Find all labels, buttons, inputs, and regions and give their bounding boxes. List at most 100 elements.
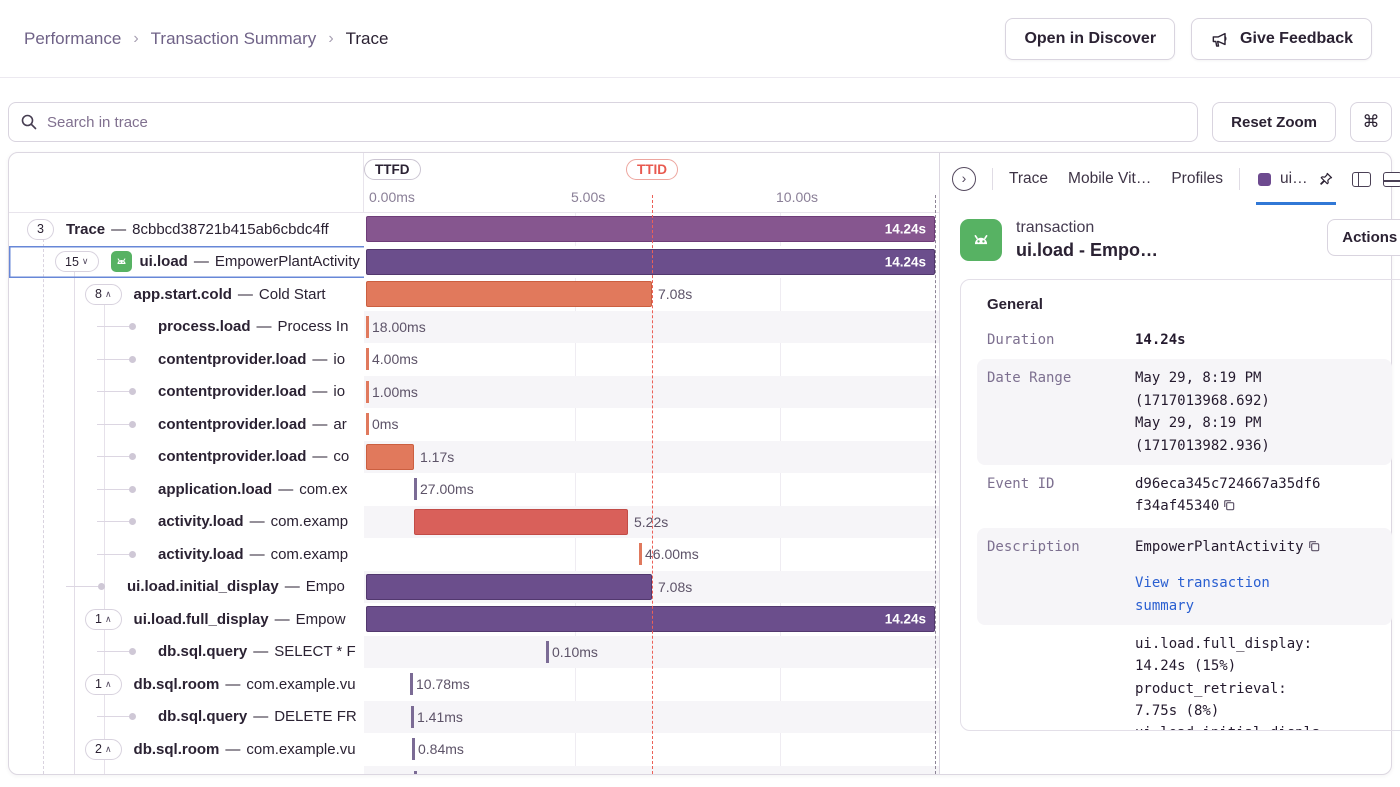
trace-row-name: 15 ∨ ui.load — EmpowerPlantActivity	[9, 246, 364, 279]
span-count-badge[interactable]: 8 ∧	[85, 283, 122, 305]
span-tick[interactable]	[639, 543, 642, 565]
span-tick[interactable]	[414, 770, 417, 774]
tab-mobile-vit[interactable]: Mobile Vit…	[1068, 170, 1152, 187]
copy-icon[interactable]	[1307, 538, 1321, 560]
tree-leaf-dot	[129, 420, 136, 428]
copy-icon[interactable]	[1222, 497, 1236, 519]
trace-row[interactable]: 1 ∧ ui.load.full_display — Empow 14.24s	[9, 603, 939, 636]
separator: —	[237, 285, 253, 303]
trace-row-waterfall: 18.00ms	[364, 310, 939, 343]
separator: —	[312, 383, 328, 401]
trace-row[interactable]: process.load — Process In 18.00ms	[9, 310, 939, 344]
trace-row[interactable]: db.sql.query — INSERT OR 0.7	[9, 765, 939, 774]
span-description: Cold Start	[258, 285, 326, 303]
span-description: com.ex	[299, 480, 348, 498]
megaphone-icon	[1210, 29, 1230, 49]
span-tick[interactable]	[366, 380, 369, 403]
trace-row-waterfall: 1.17s	[364, 440, 939, 473]
axis-header: TTID TTFD 0.00ms 5.00s 10.00s	[9, 153, 939, 213]
trace-row[interactable]: contentprovider.load — ar 0ms	[9, 408, 939, 441]
tab-trace[interactable]: Trace	[1009, 170, 1049, 187]
search-input[interactable]	[8, 102, 1199, 142]
trace-row[interactable]: application.load — com.ex 27.00ms	[9, 473, 939, 506]
trace-row[interactable]: contentprovider.load — io 4.00ms	[9, 343, 939, 376]
actions-button[interactable]: Actions ∨	[1327, 219, 1400, 256]
tree-connector	[97, 391, 129, 393]
pin-icon[interactable]	[1317, 171, 1334, 188]
separator: —	[253, 708, 269, 726]
span-bar[interactable]	[366, 443, 414, 470]
span-bar[interactable]: 14.24s	[366, 606, 935, 632]
span-tick[interactable]	[366, 413, 369, 435]
view-transaction-summary-link[interactable]: View transaction summary	[1135, 575, 1270, 614]
trace-row[interactable]: 8 ∧ app.start.cold — Cold Start 7.08s	[9, 278, 939, 311]
tree-connector	[97, 651, 129, 653]
trace-row[interactable]: db.sql.query — SELECT * F 0.10ms	[9, 635, 939, 668]
chevron-right-icon: ›	[328, 29, 334, 47]
span-count-badge[interactable]: 1 ∧	[85, 673, 122, 695]
span-description: EmpowerPlantActivity	[214, 253, 360, 271]
span-bar[interactable]	[366, 573, 652, 600]
trace-row-waterfall: 1.41ms	[364, 700, 939, 733]
span-bar[interactable]	[366, 281, 652, 307]
give-feedback-button[interactable]: Give Feedback	[1191, 17, 1372, 60]
trace-row-name: ui.load.initial_display — Empo	[9, 571, 364, 604]
span-duration: 14.24s	[884, 221, 926, 237]
field-label: Description	[987, 538, 1080, 555]
trace-row-waterfall: 10.78ms	[364, 668, 939, 701]
span-tick[interactable]	[414, 478, 417, 500]
trace-row[interactable]: contentprovider.load — co 1.17s	[9, 440, 939, 473]
breadcrumb-transaction-summary[interactable]: Transaction Summary	[150, 28, 317, 48]
trace-row[interactable]: ui.load.initial_display — Empo 7.08s	[9, 570, 939, 604]
active-tab-label: ui…	[1280, 170, 1308, 187]
trace-row[interactable]: db.sql.query — DELETE FR 1.41ms	[9, 700, 939, 733]
open-in-discover-label: Open in Discover	[1024, 29, 1157, 47]
breadcrumb-performance[interactable]: Performance	[24, 28, 122, 48]
trace-row[interactable]: 1 ∧ db.sql.room — com.example.vu 10.78ms	[9, 668, 939, 701]
general-row-ops-breakdown: Ops Breakdown?ui.load.full_display: 14.2…	[977, 625, 1392, 730]
command-shortcut-button[interactable]: ⌘	[1350, 102, 1392, 142]
span-duration: 0.84ms	[418, 741, 464, 758]
span-tick[interactable]	[546, 640, 549, 663]
span-description: INSERT OR	[274, 773, 355, 774]
layout-icons	[1351, 171, 1400, 187]
span-tick[interactable]	[366, 348, 369, 370]
reset-zoom-button[interactable]: Reset Zoom	[1212, 102, 1336, 142]
tab-profiles[interactable]: Profiles	[1171, 170, 1224, 187]
span-bar[interactable]: 14.24s	[366, 248, 935, 275]
trace-row-name: db.sql.query — INSERT OR	[9, 766, 364, 774]
span-count-badge[interactable]: 2 ∧	[85, 738, 122, 760]
trace-row-name: application.load — com.ex	[9, 473, 364, 506]
span-count-badge[interactable]: 3	[27, 218, 54, 240]
trace-row[interactable]: activity.load — com.examp 46.00ms	[9, 538, 939, 571]
span-tick[interactable]	[411, 705, 414, 728]
trace-row-name: process.load — Process In	[9, 311, 364, 344]
span-tick[interactable]	[410, 673, 413, 695]
layout-sidebar-left-icon[interactable]	[1351, 171, 1371, 187]
span-count-badge[interactable]: 15 ∨	[55, 251, 99, 273]
trace-row[interactable]: 2 ∧ db.sql.room — com.example.vu 0.84ms	[9, 733, 939, 766]
span-count-badge[interactable]: 1 ∧	[85, 608, 122, 630]
trace-row[interactable]: 3 Trace — 8cbbcd38721b415ab6cbdc4ff 14.24s	[9, 213, 939, 246]
trace-row[interactable]: contentprovider.load — io 1.00ms	[9, 375, 939, 408]
layout-drawer-bottom-icon[interactable]	[1382, 171, 1400, 187]
span-count: 1	[95, 677, 102, 692]
span-op: app.start.cold	[133, 285, 232, 303]
trace-view: TTID TTFD 0.00ms 5.00s 10.00s 3 Trace — 8cbbc…	[8, 152, 1400, 775]
trace-row[interactable]: 15 ∨ ui.load — EmpowerPlantActivity 14.24s	[9, 245, 939, 279]
span-op: Trace	[65, 220, 106, 238]
trace-row-waterfall: 0ms	[364, 408, 939, 441]
open-in-discover-button[interactable]: Open in Discover	[1005, 17, 1176, 60]
tab-ui-load-active[interactable]: ui…	[1256, 153, 1336, 205]
waterfall-gridline	[575, 213, 576, 774]
span-bar[interactable]	[414, 508, 628, 535]
tree-leaf-dot	[129, 713, 136, 721]
separator: —	[274, 610, 290, 628]
chevron-up-icon: ∧	[104, 613, 112, 624]
collapse-panel-icon[interactable]: ›	[952, 167, 976, 191]
span-bar[interactable]: 14.24s	[366, 216, 935, 242]
span-tick[interactable]	[366, 315, 369, 338]
span-tick[interactable]	[412, 738, 415, 760]
trace-row[interactable]: activity.load — com.examp 5.22s	[9, 505, 939, 538]
separator: —	[225, 740, 241, 758]
